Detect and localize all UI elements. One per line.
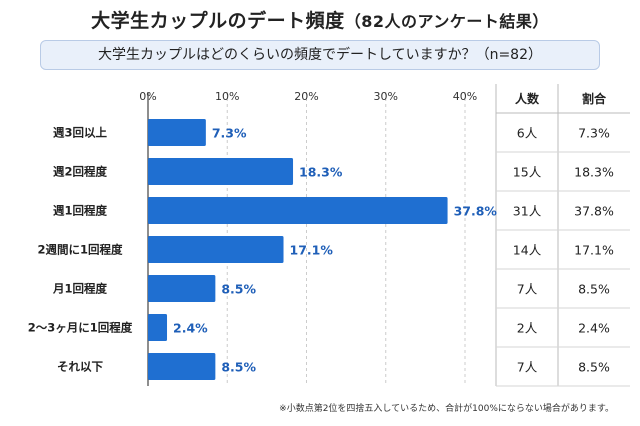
bar — [148, 119, 206, 146]
question-box: 大学生カップルはどのくらいの頻度でデートしていますか？（n=82） — [40, 40, 600, 70]
table-cell-ratio: 37.8% — [574, 204, 614, 219]
bar-value-label: 37.8% — [454, 204, 498, 219]
table-cell-ratio: 8.5% — [578, 360, 610, 375]
title-main: 大学生カップルのデート頻度 — [91, 10, 345, 32]
bar-value-label: 17.1% — [290, 243, 334, 258]
x-tick-label: 10% — [215, 90, 239, 103]
bar-value-label: 2.4% — [173, 321, 208, 336]
category-label: 2週間に1回程度 — [37, 243, 123, 257]
x-tick-label: 20% — [294, 90, 318, 103]
bar-value-label: 8.5% — [221, 282, 256, 297]
footnote: ※小数点第2位を四捨五入しているため、合計が100%にならない場合があります。 — [279, 404, 614, 414]
category-label: 月1回程度 — [52, 282, 108, 296]
table-cell-ratio: 17.1% — [574, 243, 614, 258]
table-cell-ratio: 18.3% — [574, 165, 614, 180]
bar — [148, 275, 216, 302]
table-cell-ratio: 2.4% — [578, 321, 610, 336]
category-label: 週1回程度 — [53, 204, 108, 218]
table-cell-ratio: 7.3% — [578, 126, 610, 141]
table-cell-count: 2人 — [517, 321, 538, 336]
table-cell-ratio: 8.5% — [578, 282, 610, 297]
bar — [148, 236, 284, 263]
bar — [148, 158, 294, 185]
bar — [148, 353, 216, 380]
x-tick-label: 30% — [374, 90, 398, 103]
category-label: 2〜3ヶ月に1回程度 — [28, 321, 133, 335]
category-label: 週2回程度 — [53, 165, 108, 179]
x-tick-label: 40% — [453, 90, 477, 103]
category-label: それ以下 — [57, 360, 103, 374]
table-header-ratio: 割合 — [582, 91, 607, 106]
table-cell-count: 31人 — [513, 204, 542, 219]
table-cell-count: 6人 — [517, 126, 538, 141]
title-subtitle: （82人のアンケート結果） — [344, 12, 549, 31]
category-label: 週3回以上 — [53, 126, 108, 140]
bar — [148, 314, 168, 341]
table-cell-count: 14人 — [513, 243, 542, 258]
table-cell-count: 7人 — [517, 282, 538, 297]
chart-title: 大学生カップルのデート頻度（82人のアンケート結果） — [0, 6, 640, 33]
bar-value-label: 8.5% — [221, 360, 256, 375]
table-header-count: 人数 — [515, 91, 540, 106]
bar-value-label: 18.3% — [299, 165, 343, 180]
bar — [148, 197, 448, 224]
bar-value-label: 7.3% — [212, 126, 247, 141]
table-cell-count: 7人 — [517, 360, 538, 375]
table-cell-count: 15人 — [513, 165, 542, 180]
